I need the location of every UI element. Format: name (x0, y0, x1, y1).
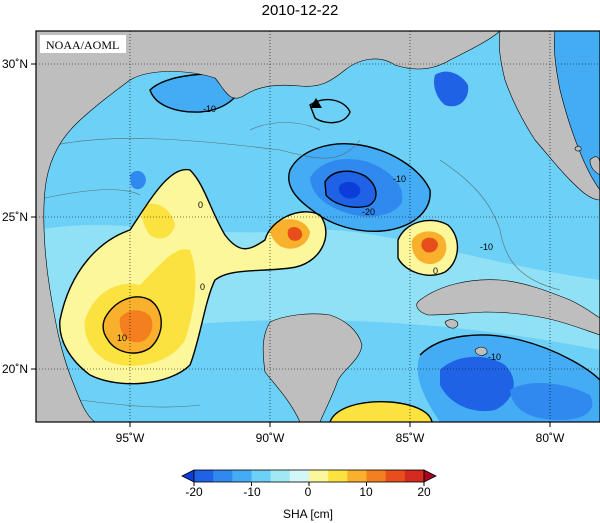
negative-anomaly-nw (130, 170, 146, 190)
lon-tick-labels: 95˚W 90˚W 85˚W 80˚W (116, 431, 565, 445)
florida (498, 31, 600, 201)
negative-anomaly-southeast-east (510, 383, 593, 420)
contour-zero-south (329, 400, 433, 422)
contour-lines (59, 73, 600, 422)
positive-anomaly-small (142, 203, 175, 239)
negative-anomaly-ne-blob (434, 71, 469, 107)
contour-label: 0 (198, 200, 203, 210)
contour-ten-west (102, 296, 162, 354)
colorbar-tick-label: 0 (305, 485, 312, 499)
yucatan (262, 313, 363, 422)
lat-tick-label: 20˚N (2, 362, 28, 376)
colorbar-tick-label: 10 (359, 485, 373, 499)
colorbar-min-arrow (181, 469, 195, 483)
positive-anomaly-west-peak (119, 310, 153, 343)
contour-zero-east (397, 219, 459, 276)
colorbar-label: SHA [cm] (283, 507, 333, 521)
negative-anomaly-atlantic (554, 31, 600, 190)
lon-tick-label: 80˚W (536, 431, 565, 445)
isla-de-la-juventud (444, 319, 459, 329)
contour-label: -10 (203, 104, 216, 114)
colorbar-tick-labels: -20 -10 0 10 20 (185, 485, 431, 499)
contour-label: 10 (117, 333, 127, 343)
negative-anomaly-north (150, 74, 241, 113)
graticule (36, 31, 600, 422)
map-panel: -10 -10 -20 0 -10 0 0 10 -10 NOAA/AOML (36, 31, 600, 422)
contour-minus-ten-southeast (419, 334, 600, 381)
colorbar-swatch (194, 470, 214, 482)
colorbar-swatch (232, 470, 252, 482)
credit-label: NOAA/AOML (46, 38, 119, 52)
contour-minus-ten-central (288, 143, 431, 232)
colorbar-swatch (270, 470, 291, 482)
colorbar-swatch (404, 470, 425, 482)
contour-zero-west (59, 168, 327, 385)
colorbar-tick-label: 20 (417, 485, 431, 499)
land-masses (36, 31, 600, 422)
lon-tick-label: 95˚W (116, 431, 145, 445)
colorbar-tick-label: -10 (243, 485, 261, 499)
colorbar-swatch (213, 470, 233, 482)
colorbar (181, 469, 437, 486)
colorbar-swatch (385, 470, 406, 482)
lon-tick-label: 85˚W (396, 431, 425, 445)
contour-label: 0 (433, 266, 438, 276)
map-frame (35, 30, 600, 423)
colorbar-swatch (366, 470, 387, 482)
colorbar-swatch (289, 470, 310, 482)
lon-tick-label: 90˚W (256, 431, 285, 445)
bahamas-small (574, 145, 582, 152)
lat-tick-labels: 30˚N 25˚N 20˚N (2, 57, 28, 376)
positive-anomaly-mid-core (287, 227, 303, 241)
contour-labels: -10 -10 -20 0 -10 0 0 10 -10 (117, 104, 501, 362)
colorbar-max-arrow (423, 469, 437, 483)
contour-label: -10 (393, 174, 406, 184)
contour-minus-ten-nc (309, 98, 351, 124)
colorbar-swatch (309, 470, 329, 482)
bahamas (589, 156, 600, 176)
contour-minus-twenty-central (324, 170, 377, 208)
lat-tick-label: 30˚N (2, 57, 28, 71)
map-title: 2010-12-22 (261, 2, 339, 19)
colorbar-swatch (328, 470, 348, 482)
contour-label: -20 (362, 207, 375, 217)
cuba (416, 279, 600, 336)
colorbar-swatch (347, 470, 367, 482)
axis-ticks (31, 63, 551, 427)
cayman-islands (474, 346, 488, 356)
us-mexico-coast (36, 31, 501, 422)
positive-anomaly-east-peak (421, 237, 438, 253)
positive-anomaly-south (330, 401, 432, 422)
lat-tick-label: 25˚N (2, 210, 28, 224)
colorbar-tick-label: -20 (185, 485, 203, 499)
negative-anomaly-southeast-core (440, 356, 514, 412)
contour-label: 0 (200, 282, 205, 292)
colorbar-swatch (251, 470, 272, 482)
contour-label: -10 (488, 352, 501, 362)
station-marker-icon (310, 98, 322, 108)
credit-box (40, 35, 126, 53)
contour-label: -10 (480, 242, 493, 252)
negative-anomaly-central-peak (338, 181, 361, 199)
